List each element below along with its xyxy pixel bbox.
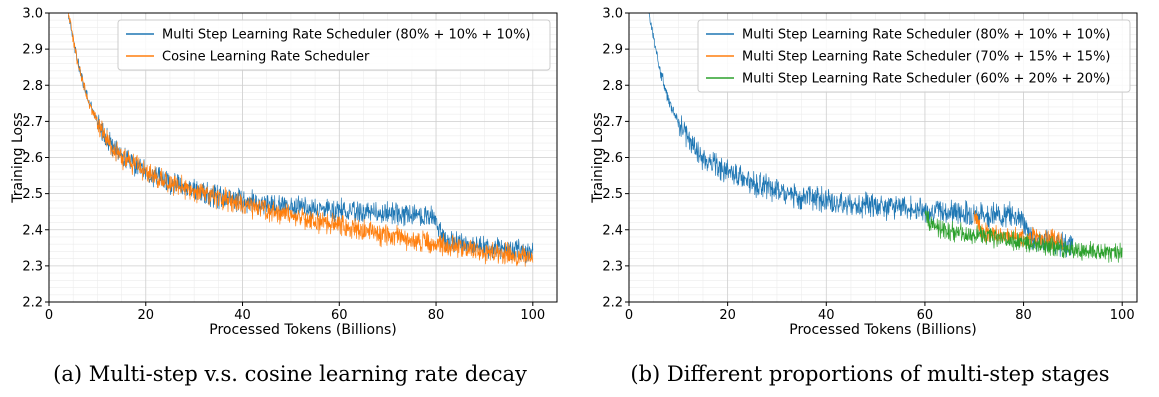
x-tick-label: 0: [45, 308, 53, 323]
series-group: [68, 13, 534, 267]
y-axis-label: Training Loss: [10, 112, 26, 203]
x-tick-label: 0: [625, 308, 633, 323]
y-tick-label: 2.3: [22, 259, 43, 274]
figure-b: 2.2 2.3 2.4 2.5 2.6 2.7 2.8 2.9 3.0 0 20 40 60 80 100 P…: [580, 0, 1159, 397]
x-tick-label: 40: [234, 308, 251, 323]
series-line-2: [68, 13, 534, 267]
x-tick-label: 60: [331, 308, 348, 323]
series-group: [648, 13, 1123, 263]
chart-a: 2.2 2.3 2.4 2.5 2.6 2.7 2.8 2.9 3.0 0 20 40 60 80 100 P…: [10, 7, 558, 338]
x-tick-label: 40: [818, 308, 835, 323]
legend-label-1: Multi Step Learning Rate Scheduler (80% …: [742, 28, 1111, 43]
y-tick-label: 2.6: [602, 151, 623, 166]
x-tick-label: 20: [719, 308, 736, 323]
x-axis-label: Processed Tokens (Billions): [209, 322, 396, 338]
y-tick-label: 2.9: [602, 43, 623, 58]
x-tick-label: 100: [520, 308, 545, 323]
y-tick-label: 2.5: [602, 187, 623, 202]
series-line-1: [648, 13, 1074, 258]
legend-label-1: Multi Step Learning Rate Scheduler (80% …: [162, 28, 531, 43]
y-tick-label: 2.3: [602, 259, 623, 274]
y-tick-label: 3.0: [22, 7, 43, 22]
y-tick-label: 2.4: [602, 223, 623, 238]
x-tick-label: 60: [917, 308, 934, 323]
legend-label-3: Multi Step Learning Rate Scheduler (60% …: [742, 72, 1111, 87]
chart-b: 2.2 2.3 2.4 2.5 2.6 2.7 2.8 2.9 3.0 0 20 40 60 80 100 P…: [590, 7, 1138, 338]
legend-label-2: Multi Step Learning Rate Scheduler (70% …: [742, 50, 1111, 65]
y-tick-label: 2.2: [22, 296, 43, 311]
y-tick-label: 2.6: [22, 151, 43, 166]
y-tick-label: 2.7: [602, 115, 623, 130]
y-axis-label: Training Loss: [590, 112, 606, 203]
y-tick-label: 3.0: [602, 7, 623, 22]
legend-box: [117, 19, 551, 71]
y-tick-label: 2.7: [22, 115, 43, 130]
y-tick-label: 2.8: [22, 79, 43, 94]
y-tick-label: 2.9: [22, 43, 43, 58]
x-tick-label: 100: [1110, 308, 1135, 323]
y-tick-label: 2.4: [22, 223, 43, 238]
y-tick-label: 2.5: [22, 187, 43, 202]
figure-a: 2.2 2.3 2.4 2.5 2.6 2.7 2.8 2.9 3.0 0 20 40 60 80 100 P…: [10, 7, 558, 386]
x-tick-label: 80: [1015, 308, 1032, 323]
legend-box: [697, 19, 1131, 93]
legend-label-2: Cosine Learning Rate Scheduler: [162, 50, 370, 65]
caption-b: (b) Different proportions of multi-step …: [630, 362, 1110, 386]
caption-a: (a) Multi-step v.s. cosine learning rate…: [53, 362, 527, 386]
legend: Multi Step Learning Rate Scheduler (80% …: [697, 19, 1131, 93]
y-tick-label: 2.8: [602, 79, 623, 94]
x-tick-label: 80: [428, 308, 445, 323]
legend: Multi Step Learning Rate Scheduler (80% …: [117, 19, 551, 71]
y-tick-label: 2.2: [602, 296, 623, 311]
x-axis-label: Processed Tokens (Billions): [789, 322, 976, 338]
x-tick-label: 20: [137, 308, 154, 323]
series-line-3: [924, 210, 1123, 263]
